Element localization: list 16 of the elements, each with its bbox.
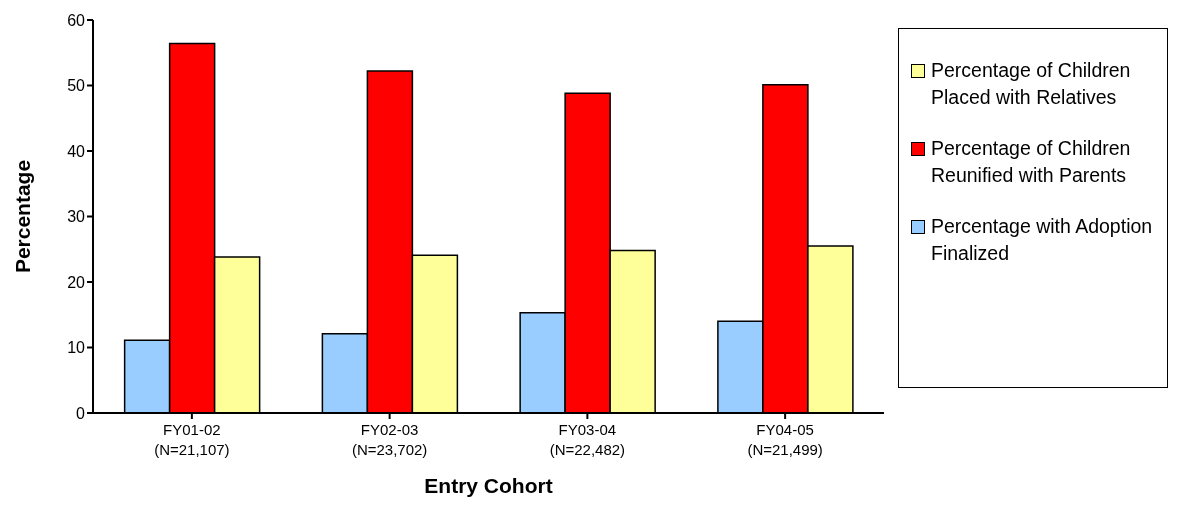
y-tick-label: 50 <box>67 77 86 95</box>
y-tick-label: 60 <box>67 11 86 29</box>
x-tick-label: FY01-02 (N=21,107) <box>154 421 230 458</box>
y-tick-label: 0 <box>76 404 86 422</box>
x-tick-label: FY04-05 (N=21,499) <box>747 421 823 458</box>
x-tick-label: FY02-03 (N=23,702) <box>351 421 428 458</box>
legend-label: Percentage of Children Reunified with Parents <box>931 136 1132 188</box>
x-tick-label: FY03-04 (N=22,482) <box>549 421 626 458</box>
y-tick-label: 20 <box>67 273 86 291</box>
legend-label: Percentage with Adoption Finalized <box>931 214 1154 266</box>
y-tick-label: 30 <box>67 208 86 226</box>
legend-label: Percentage of Children Placed with Relatives <box>931 58 1132 110</box>
y-tick-label: 40 <box>67 142 86 160</box>
x-axis-title: Entry Cohort <box>424 474 553 497</box>
y-tick-label: 10 <box>67 339 86 357</box>
y-axis-title: Percentage <box>11 159 35 274</box>
